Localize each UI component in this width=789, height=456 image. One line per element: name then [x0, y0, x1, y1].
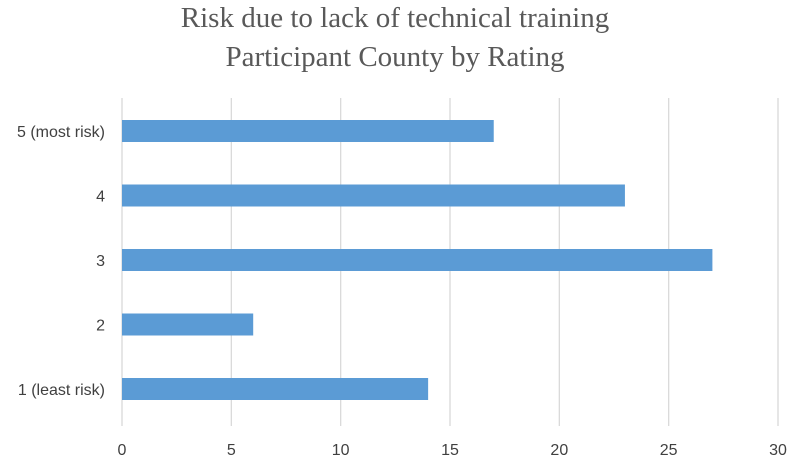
x-tick-label-5: 25: [660, 442, 678, 456]
x-tick-label-3: 15: [441, 442, 459, 456]
bar-0: [122, 120, 494, 142]
y-tick-label-1: 4: [96, 189, 105, 206]
bar-3: [122, 313, 254, 336]
bars: [122, 120, 713, 400]
bar-1: [122, 184, 625, 207]
x-tick-label-0: 0: [118, 442, 127, 456]
x-tick-label-6: 30: [769, 442, 787, 456]
y-tick-label-4: 1 (least risk): [18, 382, 105, 399]
bar-2: [122, 249, 713, 271]
y-tick-label-3: 2: [96, 318, 105, 335]
x-axis-labels: 0 5 10 15 20 25 30: [118, 442, 787, 456]
y-tick-label-2: 3: [96, 253, 105, 270]
chart-title-line-1: Risk due to lack of technical training: [181, 2, 609, 34]
chart-title-line-2: Participant County by Rating: [225, 41, 564, 73]
x-tick-label-4: 20: [550, 442, 568, 456]
y-tick-label-0: 5 (most risk): [17, 124, 105, 141]
y-axis-labels: 5 (most risk) 4 3 2 1 (least risk): [17, 124, 105, 399]
bar-4: [122, 378, 429, 400]
x-tick-label-2: 10: [332, 442, 350, 456]
x-tick-label-1: 5: [227, 442, 236, 456]
